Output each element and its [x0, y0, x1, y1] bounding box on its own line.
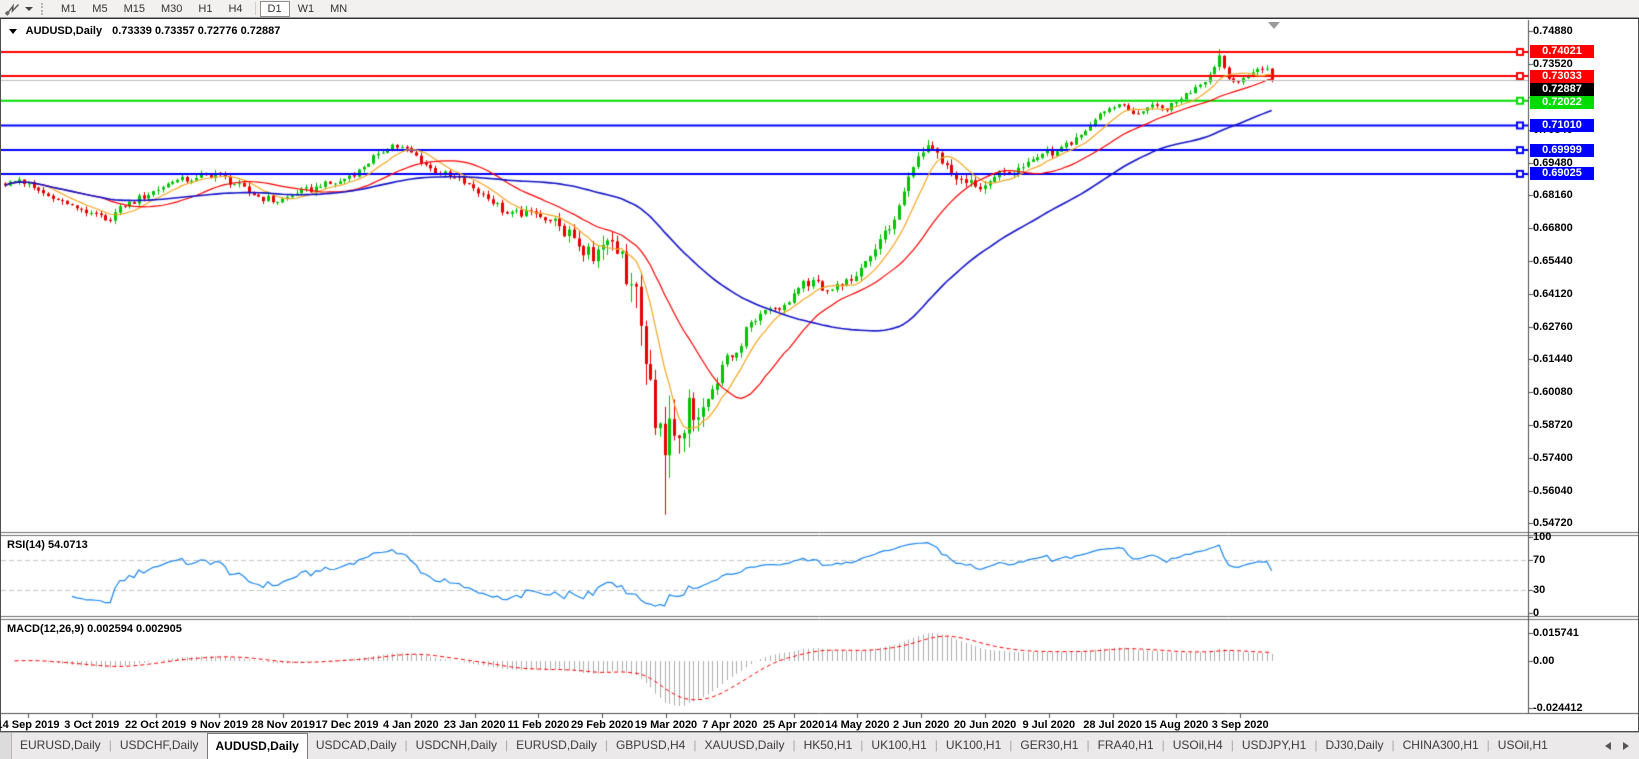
chart-tab-fra40-h1[interactable]: FRA40,H1	[1097, 738, 1154, 752]
chart-tab-uk100-h1[interactable]: UK100,H1	[871, 738, 927, 752]
timeframe-button-m1[interactable]: M1	[61, 2, 77, 15]
tab-separator: |	[860, 738, 864, 752]
tab-separator: |	[1486, 738, 1490, 752]
chart-tab-audusd-daily[interactable]: AUDUSD,Daily	[206, 733, 308, 759]
chart-tab-usoil-h1[interactable]: USOil,H1	[1497, 738, 1548, 752]
chart-window: AUDUSD,Daily 0.73339 0.73357 0.72776 0.7…	[0, 18, 1639, 732]
price-chart-canvas[interactable]	[1, 19, 1638, 731]
tab-separator: |	[1314, 738, 1318, 752]
chart-tab-ger30-h1[interactable]: GER30,H1	[1020, 738, 1079, 752]
tab-separator: |	[404, 738, 408, 752]
timeframe-button-m15[interactable]: M15	[123, 2, 145, 15]
chart-tab-usdjpy-h1[interactable]: USDJPY,H1	[1241, 738, 1307, 752]
chart-tab-usoil-h4[interactable]: USOil,H4	[1172, 738, 1223, 752]
tab-separator: |	[1009, 738, 1013, 752]
timeframe-button-w1[interactable]: W1	[297, 2, 315, 15]
chart-tab-eurusd-daily[interactable]: EURUSD,Daily	[20, 738, 101, 752]
chart-tab-usdcnh-daily[interactable]: USDCNH,Daily	[415, 738, 498, 752]
tab-scroll-right-icon[interactable]	[1623, 742, 1629, 750]
chart-tab-gbpusd-h4[interactable]: GBPUSD,H4	[615, 738, 686, 752]
rsi-indicator-label: RSI(14) 54.0713	[7, 539, 88, 551]
timeframe-button-h1[interactable]: H1	[198, 2, 213, 15]
chart-tab-eurusd-daily[interactable]: EURUSD,Daily	[516, 738, 597, 752]
tab-separator: |	[693, 738, 697, 752]
toolbar-grip-handle[interactable]	[41, 2, 46, 15]
collapse-triangle-icon[interactable]	[9, 29, 17, 34]
toolbar-separator	[254, 2, 256, 15]
dropdown-caret-icon[interactable]	[25, 6, 33, 11]
timeframe-button-mn[interactable]: MN	[330, 2, 348, 15]
chart-symbol-label: AUDUSD,Daily	[25, 25, 103, 37]
tab-separator: |	[1086, 738, 1090, 752]
chart-tab-usdcad-daily[interactable]: USDCAD,Daily	[315, 738, 397, 752]
timeframe-button-m5[interactable]: M5	[92, 2, 108, 15]
toolbar: M1 M5 M15 M30 H1 H4 D1 W1 MN	[0, 0, 1639, 18]
timeframe-button-m30[interactable]: M30	[160, 2, 183, 15]
chart-tab-bar: EURUSD,Daily | USDCHF,Daily AUDUSD,Daily USD…	[0, 732, 1639, 759]
chart-ohlc-values: 0.73339 0.73357 0.72776 0.72887	[112, 25, 281, 37]
tab-separator: |	[1391, 738, 1395, 752]
timeframe-button-d1[interactable]: D1	[259, 0, 290, 17]
timeframe-button-h4[interactable]: H4	[228, 2, 243, 15]
tab-separator: |	[604, 738, 608, 752]
chart-shift-marker-icon[interactable]	[1268, 22, 1280, 29]
chart-tab-hk50-h1[interactable]: HK50,H1	[803, 738, 853, 752]
tab-separator: |	[1230, 738, 1234, 752]
tab-scroll-left-icon[interactable]	[1605, 742, 1611, 750]
macd-indicator-label: MACD(12,26,9) 0.002594 0.002905	[7, 623, 182, 635]
chart-tab-dj30-daily[interactable]: DJ30,Daily	[1325, 738, 1384, 752]
tab-scroll-stub[interactable]	[0, 733, 12, 759]
timeframe-group: M1 M5 M15 M30 H1 H4 D1 W1 MN	[53, 0, 355, 17]
tab-separator: |	[1161, 738, 1165, 752]
tab-separator: |	[505, 738, 509, 752]
chart-tab-uk100-h1[interactable]: UK100,H1	[945, 738, 1002, 752]
tab-separator: |	[792, 738, 796, 752]
tab-separator: |	[108, 738, 112, 752]
tab-separator: |	[934, 738, 938, 752]
chart-tab-usdchf-daily[interactable]: USDCHF,Daily	[119, 738, 199, 752]
cursor-tool-icon[interactable]	[4, 2, 22, 16]
chart-tab-xauusd-daily[interactable]: XAUUSD,Daily	[704, 738, 785, 752]
chart-tab-china300-h1[interactable]: CHINA300,H1	[1402, 738, 1479, 752]
chart-title: AUDUSD,Daily 0.73339 0.73357 0.72776 0.7…	[9, 25, 280, 37]
tab-scroll-arrows	[1605, 733, 1639, 759]
chart-tabs: EURUSD,Daily | USDCHF,Daily AUDUSD,Daily USD…	[12, 733, 1556, 759]
